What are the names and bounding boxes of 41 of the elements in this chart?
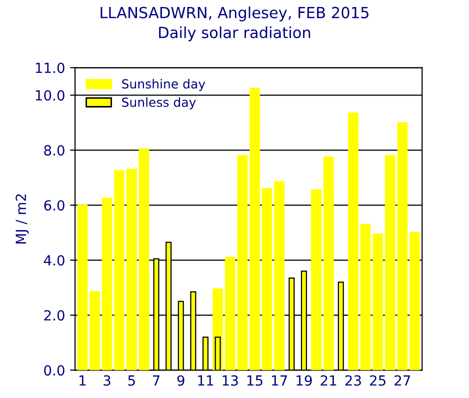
bar (323, 156, 334, 370)
chart-title: LLANSADWRN, Anglesey, FEB 2015 (100, 6, 368, 22)
bar (360, 224, 371, 370)
x-tick-label: 11 (198, 375, 214, 386)
x-tick-label: 13 (222, 375, 238, 386)
y-axis-title: MJ / m2 (16, 194, 29, 244)
x-tick-label: 15 (247, 375, 262, 386)
x-tick-label: 21 (320, 375, 336, 386)
y-tick-label: 6.0 (44, 200, 64, 211)
bar (274, 181, 285, 370)
bar (77, 204, 88, 370)
y-tick-label: 11.0 (36, 62, 64, 74)
x-tick-label: 27 (394, 375, 410, 386)
y-tick-label: 8.0 (44, 145, 64, 156)
x-tick-label: 17 (272, 375, 287, 386)
bar (372, 233, 383, 370)
bar (262, 188, 272, 370)
x-tick-label: 5 (128, 375, 135, 386)
x-tick-label: 23 (345, 375, 361, 386)
x-tick-label: 7 (152, 375, 160, 386)
x-tick-label: 19 (296, 375, 312, 386)
y-tick-label: 4.0 (44, 255, 64, 266)
y-tick-label: 2.0 (44, 310, 64, 321)
bar (114, 170, 125, 370)
x-tick-label: 9 (177, 375, 184, 386)
legend-label: Sunshine day (122, 78, 206, 92)
x-tick-label: 3 (104, 375, 110, 386)
bar (410, 232, 420, 370)
chart-subtitle: Daily solar radiation (159, 26, 310, 42)
bar (126, 168, 137, 370)
bar (102, 198, 112, 370)
bar (348, 112, 358, 370)
bar (90, 291, 100, 370)
y-tick-label: 10.0 (36, 90, 64, 101)
y-tick-label: 0.0 (44, 365, 64, 376)
bar (311, 189, 322, 370)
legend-label: Sunless day (122, 97, 196, 110)
x-tick-label: 1 (80, 375, 86, 386)
bar (250, 88, 260, 370)
bar (138, 148, 150, 370)
x-tick-label: 25 (370, 375, 386, 386)
